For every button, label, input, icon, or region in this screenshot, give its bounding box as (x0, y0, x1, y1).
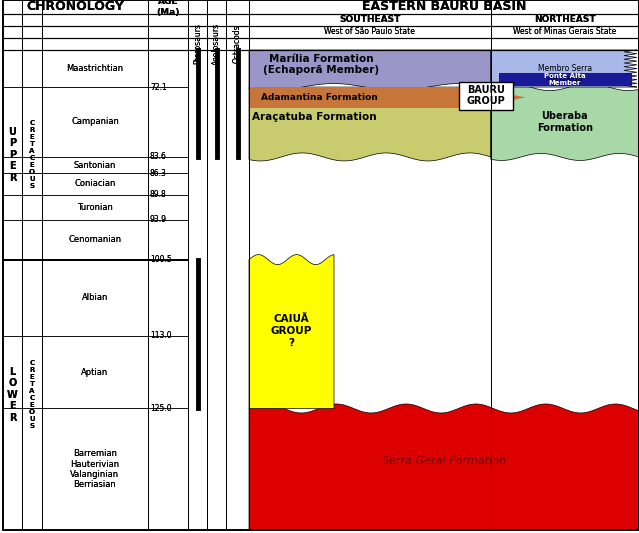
Text: Coniacian: Coniacian (74, 180, 116, 189)
Text: Pterosaurs: Pterosaurs (193, 23, 202, 64)
Text: Ponte Alta
Member: Ponte Alta Member (544, 72, 586, 86)
Text: EASTERN BAURU BASIN: EASTERN BAURU BASIN (362, 1, 526, 13)
Text: Adamantina Formation: Adamantina Formation (261, 93, 378, 102)
Text: 86.3: 86.3 (150, 169, 167, 178)
Text: CAIUÃ
GROUP
?: CAIUÃ GROUP ? (271, 314, 312, 348)
Text: 100.5: 100.5 (150, 255, 172, 264)
Text: Maastrichtian: Maastrichtian (66, 64, 123, 73)
Text: 125.0: 125.0 (150, 404, 172, 413)
Text: 113.0: 113.0 (150, 331, 172, 340)
Text: C
R
E
T
A
C
E
O
U
S: C R E T A C E O U S (29, 120, 35, 189)
Polygon shape (491, 84, 639, 160)
Polygon shape (249, 87, 491, 161)
Text: Campanian: Campanian (71, 117, 119, 126)
Polygon shape (471, 87, 526, 108)
Text: 113.0: 113.0 (150, 331, 172, 340)
Text: Campanian: Campanian (71, 117, 119, 126)
Text: 89.8: 89.8 (150, 190, 167, 199)
Text: Aptian: Aptian (81, 368, 109, 376)
Text: 72.1: 72.1 (150, 83, 167, 92)
Polygon shape (491, 50, 637, 87)
Text: Albian: Albian (82, 293, 108, 302)
Text: U
P
P
E
R: U P P E R (8, 127, 17, 183)
Bar (249, 50, 639, 530)
Text: Ostracods: Ostracods (233, 25, 242, 63)
Text: Aeolosaurs: Aeolosaurs (212, 23, 221, 65)
Text: Marília Formation
(Echaporã Member): Marília Formation (Echaporã Member) (263, 54, 380, 75)
Text: Barremian
Hauterivian
Valanginian
Berriasian: Barremian Hauterivian Valanginian Berria… (70, 449, 119, 489)
Text: L
O
W
E
R: L O W E R (7, 367, 18, 423)
Text: 100.5: 100.5 (150, 255, 172, 264)
Text: Membro Serra
da Galga: Membro Serra da Galga (538, 64, 592, 83)
Text: 83.6: 83.6 (150, 152, 167, 161)
Text: CHRONOLOGY: CHRONOLOGY (27, 1, 125, 13)
Text: AGE
(Ma): AGE (Ma) (157, 0, 180, 17)
Text: Santonian: Santonian (74, 160, 116, 169)
Polygon shape (456, 87, 486, 108)
Text: 93.9: 93.9 (150, 215, 167, 224)
Text: AGE
(Ma): AGE (Ma) (157, 0, 180, 17)
Bar (459, 82, 513, 110)
Text: Aptian: Aptian (81, 368, 109, 376)
Text: BAURU
GROUP: BAURU GROUP (466, 85, 505, 107)
Text: Aeolosaurs: Aeolosaurs (212, 23, 221, 65)
Polygon shape (249, 404, 639, 530)
Text: 83.6: 83.6 (150, 152, 167, 161)
Text: 86.3: 86.3 (150, 169, 167, 178)
Text: Cenomanian: Cenomanian (68, 235, 121, 244)
Text: C
R
E
T
A
C
E
O
U
S: C R E T A C E O U S (29, 360, 35, 429)
Text: 125.0: 125.0 (150, 404, 172, 413)
Text: 72.1: 72.1 (150, 83, 167, 92)
Text: West of São Paulo State: West of São Paulo State (325, 28, 415, 36)
Text: Turonian: Turonian (77, 203, 113, 212)
Polygon shape (468, 87, 518, 108)
Text: EASTERN BAURU BASIN: EASTERN BAURU BASIN (362, 1, 526, 13)
Text: 89.8: 89.8 (150, 190, 167, 199)
Text: Santonian: Santonian (74, 160, 116, 169)
Text: West of Minas Gerais State: West of Minas Gerais State (513, 28, 617, 36)
Bar (499, 73, 631, 85)
Text: SOUTHEAST: SOUTHEAST (339, 15, 401, 25)
Text: U
P
P
E
R: U P P E R (8, 127, 17, 183)
Text: West of Minas Gerais State: West of Minas Gerais State (513, 28, 617, 36)
Text: Serra Geral Formation: Serra Geral Formation (382, 456, 506, 466)
Bar (249, 87, 471, 108)
Polygon shape (459, 87, 494, 108)
Text: Coniacian: Coniacian (74, 180, 116, 189)
Text: Uberaba
Formation: Uberaba Formation (537, 111, 593, 133)
Text: West of São Paulo State: West of São Paulo State (325, 28, 415, 36)
Text: Maastrichtian: Maastrichtian (66, 64, 123, 73)
Text: Barremian
Hauterivian
Valanginian
Berriasian: Barremian Hauterivian Valanginian Berria… (70, 449, 119, 489)
Text: Turonian: Turonian (77, 203, 113, 212)
Polygon shape (249, 50, 491, 91)
Text: Pterosaurs: Pterosaurs (193, 23, 202, 64)
Text: Araçatuba Formation: Araçatuba Formation (252, 112, 376, 122)
Text: NORTHEAST: NORTHEAST (534, 15, 596, 25)
Text: Cenomanian: Cenomanian (68, 235, 121, 244)
Text: CHRONOLOGY: CHRONOLOGY (27, 1, 125, 13)
Text: NORTHEAST: NORTHEAST (534, 15, 596, 25)
Text: C
R
E
T
A
C
E
O
U
S: C R E T A C E O U S (29, 360, 35, 429)
Text: C
R
E
T
A
C
E
O
U
S: C R E T A C E O U S (29, 120, 35, 189)
Polygon shape (462, 87, 502, 108)
Text: L
O
W
E
R: L O W E R (7, 367, 18, 423)
Text: Ostracods: Ostracods (233, 25, 242, 63)
Text: SOUTHEAST: SOUTHEAST (339, 15, 401, 25)
Polygon shape (249, 255, 334, 408)
Text: Albian: Albian (82, 293, 108, 302)
Polygon shape (465, 87, 510, 108)
Text: 93.9: 93.9 (150, 215, 167, 224)
